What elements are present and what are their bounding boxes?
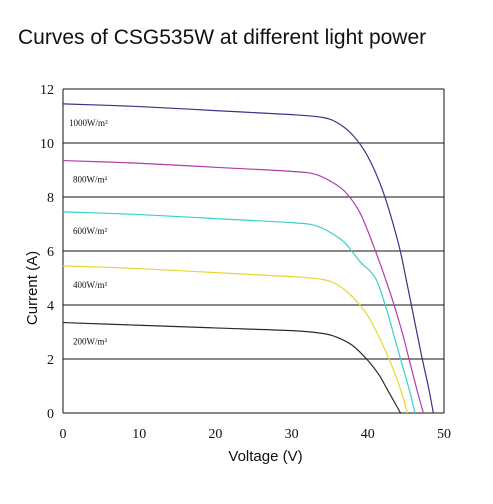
- axes: [62, 89, 445, 413]
- series-label-3: 600W/m²: [73, 226, 107, 236]
- y-tick-label: 8: [47, 191, 54, 206]
- series-curve-5: [62, 321, 402, 414]
- y-tick-label: 2: [47, 353, 54, 368]
- x-axis-title: Voltage (V): [228, 448, 302, 465]
- series-curves: [62, 103, 434, 414]
- y-axis-title: Current (A): [24, 251, 41, 325]
- x-tick-label: 0: [60, 427, 67, 442]
- series-label-2: 800W/m²: [73, 175, 107, 185]
- y-tick-label: 10: [40, 137, 54, 152]
- y-tick-label: 0: [47, 407, 54, 422]
- series-label-4: 400W/m²: [73, 280, 107, 290]
- y-tick-label: 6: [47, 245, 54, 260]
- series-curve-1: [62, 103, 434, 414]
- x-tick-label: 30: [285, 427, 299, 442]
- series-label-5: 200W/m²: [73, 337, 107, 347]
- y-tick-label: 12: [40, 83, 54, 98]
- y-tick-label: 4: [47, 299, 54, 314]
- x-tick-label: 20: [208, 427, 222, 442]
- series-labels: 1000W/m² 800W/m² 600W/m² 400W/m² 200W/m²: [69, 118, 108, 347]
- series-curve-2: [62, 159, 425, 414]
- series-curve-4: [62, 265, 408, 414]
- x-tick-label: 50: [437, 427, 451, 442]
- tick-labels: 0 2 4 6 8 10 12 0 10 20 30 40 50: [40, 83, 451, 442]
- x-tick-label: 10: [132, 427, 146, 442]
- series-curve-3: [62, 211, 416, 414]
- x-tick-label: 40: [361, 427, 375, 442]
- chart-title: Curves of CSG535W at different light pow…: [18, 26, 427, 49]
- grid-lines: [63, 88, 444, 414]
- series-label-1: 1000W/m²: [69, 118, 108, 128]
